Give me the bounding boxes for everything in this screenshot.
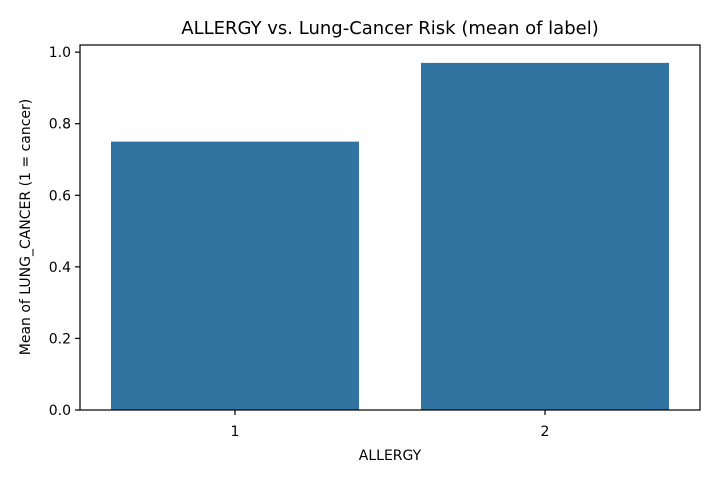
y-tick-label-4: 0.8 — [49, 117, 71, 133]
x-tick-label-1: 1 — [231, 424, 240, 440]
x-tick-label-2: 2 — [541, 424, 550, 440]
y-axis-ticks: 0.0 0.2 0.4 0.6 0.8 1.0 — [49, 45, 80, 419]
bar-1 — [111, 141, 359, 410]
y-tick-label-1: 0.2 — [49, 331, 71, 347]
y-axis-label: Mean of LUNG_CANCER (1 = cancer) — [18, 99, 34, 356]
y-tick-label-3: 0.6 — [49, 188, 71, 204]
bars-group — [111, 62, 669, 411]
y-tick-label-0: 0.0 — [49, 403, 71, 419]
chart-title: ALLERGY vs. Lung-Cancer Risk (mean of la… — [181, 18, 599, 39]
bar-2 — [421, 62, 669, 411]
x-axis-label: ALLERGY — [359, 448, 422, 464]
plot-frame — [79, 44, 701, 411]
y-tick-label-2: 0.4 — [49, 260, 71, 276]
y-tick-label-5: 1.0 — [49, 45, 71, 61]
